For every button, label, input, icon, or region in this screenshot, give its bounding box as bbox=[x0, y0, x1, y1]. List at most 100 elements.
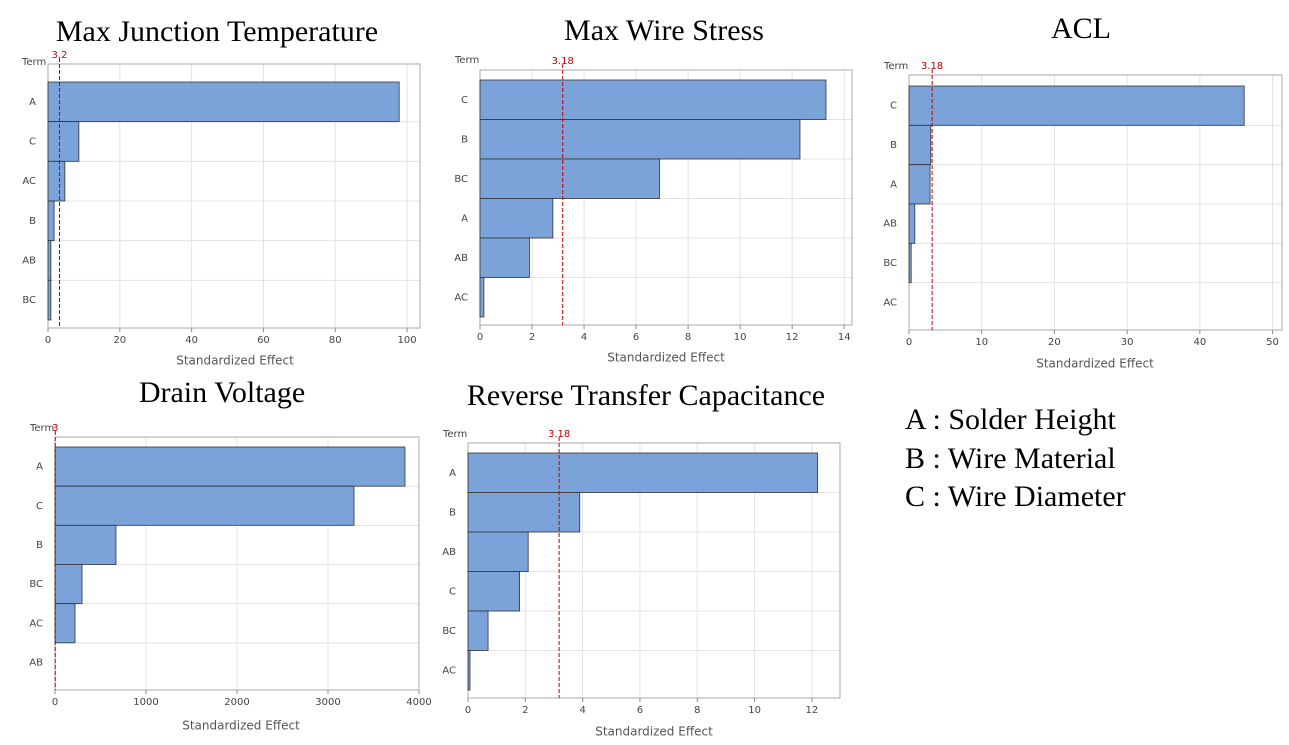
y-tick-label: AC bbox=[22, 176, 36, 187]
bar bbox=[467, 531, 529, 572]
bar bbox=[467, 650, 471, 691]
bar bbox=[467, 492, 581, 533]
y-tick-label: AC bbox=[883, 297, 897, 308]
bar bbox=[479, 237, 530, 278]
bar bbox=[467, 571, 520, 612]
y-tick-label: B bbox=[29, 216, 36, 227]
x-tick-label: 12 bbox=[806, 705, 819, 716]
reference-label: 3.18 bbox=[552, 56, 574, 67]
y-tick-label: AC bbox=[454, 292, 468, 303]
x-tick-label: 8 bbox=[694, 705, 700, 716]
y-tick-label: AB bbox=[883, 219, 897, 230]
legend-line: B : Wire Material bbox=[905, 442, 1116, 475]
x-tick-label: 4 bbox=[581, 332, 587, 343]
y-tick-label: AB bbox=[22, 256, 36, 267]
y-tick-label: C bbox=[461, 95, 468, 106]
x-tick-label: 20 bbox=[113, 335, 126, 346]
bar bbox=[54, 446, 406, 487]
bar bbox=[54, 603, 76, 644]
reference-label: 3 bbox=[52, 423, 58, 434]
bar bbox=[47, 240, 52, 281]
chart-title: Drain Voltage bbox=[139, 376, 305, 409]
y-axis-label: Term bbox=[21, 57, 46, 68]
bar bbox=[479, 119, 801, 160]
y-axis-label: Term bbox=[29, 423, 54, 434]
x-tick-label: 0 bbox=[477, 332, 483, 343]
bar bbox=[47, 121, 80, 162]
reference-label: 3.18 bbox=[548, 429, 570, 440]
y-tick-label: BC bbox=[442, 626, 456, 637]
y-tick-label: B bbox=[461, 134, 468, 145]
bar bbox=[479, 79, 827, 120]
bar bbox=[47, 160, 66, 202]
reference-label: 3.18 bbox=[921, 61, 943, 72]
y-tick-label: C bbox=[29, 137, 36, 148]
x-tick-label: 4 bbox=[579, 705, 585, 716]
x-tick-label: 4000 bbox=[406, 697, 431, 708]
bar bbox=[47, 81, 400, 123]
x-axis-label: Standardized Effect bbox=[182, 719, 300, 733]
y-tick-label: A bbox=[29, 97, 36, 108]
x-tick-label: 14 bbox=[838, 332, 851, 343]
x-tick-label: 10 bbox=[748, 705, 761, 716]
y-tick-label: AC bbox=[29, 618, 43, 629]
y-tick-label: C bbox=[890, 101, 897, 112]
x-tick-label: 8 bbox=[685, 332, 691, 343]
y-tick-label: C bbox=[449, 586, 456, 597]
x-tick-label: 30 bbox=[1121, 337, 1134, 348]
chart-title: Max Wire Stress bbox=[564, 14, 764, 47]
y-tick-label: C bbox=[36, 501, 43, 512]
y-tick-label: B bbox=[36, 540, 43, 551]
bar bbox=[908, 164, 931, 205]
bar bbox=[54, 524, 117, 565]
y-tick-label: B bbox=[449, 507, 456, 518]
y-axis-label: Term bbox=[454, 55, 479, 66]
y-tick-label: BC bbox=[883, 258, 897, 269]
x-tick-label: 0 bbox=[52, 697, 58, 708]
bar bbox=[467, 452, 819, 493]
y-tick-label: AB bbox=[442, 547, 456, 558]
bar bbox=[467, 610, 489, 651]
x-tick-label: 2 bbox=[522, 705, 528, 716]
y-tick-label: A bbox=[890, 179, 897, 190]
y-tick-label: AB bbox=[454, 253, 468, 264]
y-tick-label: A bbox=[449, 468, 456, 479]
chart-title: Max Junction Temperature bbox=[56, 15, 378, 48]
x-axis-label: Standardized Effect bbox=[607, 351, 725, 365]
legend-line: A : Solder Height bbox=[905, 403, 1116, 436]
y-tick-label: BC bbox=[29, 579, 43, 590]
bar bbox=[479, 198, 554, 239]
x-tick-label: 6 bbox=[637, 705, 643, 716]
y-tick-label: A bbox=[461, 213, 468, 224]
y-axis-label: Term bbox=[883, 61, 908, 72]
bar bbox=[479, 158, 660, 199]
x-tick-label: 40 bbox=[185, 335, 198, 346]
bar bbox=[479, 277, 485, 318]
x-tick-label: 80 bbox=[329, 335, 342, 346]
bar bbox=[908, 203, 916, 244]
x-tick-label: 6 bbox=[633, 332, 639, 343]
bar bbox=[54, 564, 83, 605]
bar bbox=[47, 279, 52, 321]
bar bbox=[908, 124, 932, 166]
x-tick-label: 20 bbox=[1048, 337, 1061, 348]
chart-title: Reverse Transfer Capacitance bbox=[467, 379, 825, 412]
x-axis-label: Standardized Effect bbox=[595, 725, 713, 739]
chart-title: ACL bbox=[1051, 12, 1111, 45]
x-axis-label: Standardized Effect bbox=[176, 354, 294, 368]
x-axis-label: Standardized Effect bbox=[1036, 357, 1154, 371]
y-tick-label: BC bbox=[22, 295, 36, 306]
x-tick-label: 2000 bbox=[224, 697, 249, 708]
bar bbox=[47, 200, 55, 242]
y-tick-label: AC bbox=[442, 665, 456, 676]
reference-label: 3.2 bbox=[52, 50, 68, 61]
y-tick-label: AB bbox=[29, 657, 43, 668]
y-tick-label: A bbox=[36, 462, 43, 473]
y-tick-label: B bbox=[890, 140, 897, 151]
x-tick-label: 0 bbox=[906, 337, 912, 348]
x-tick-label: 60 bbox=[257, 335, 270, 346]
x-tick-label: 40 bbox=[1193, 337, 1206, 348]
bar bbox=[908, 85, 1245, 126]
bar bbox=[908, 242, 912, 284]
